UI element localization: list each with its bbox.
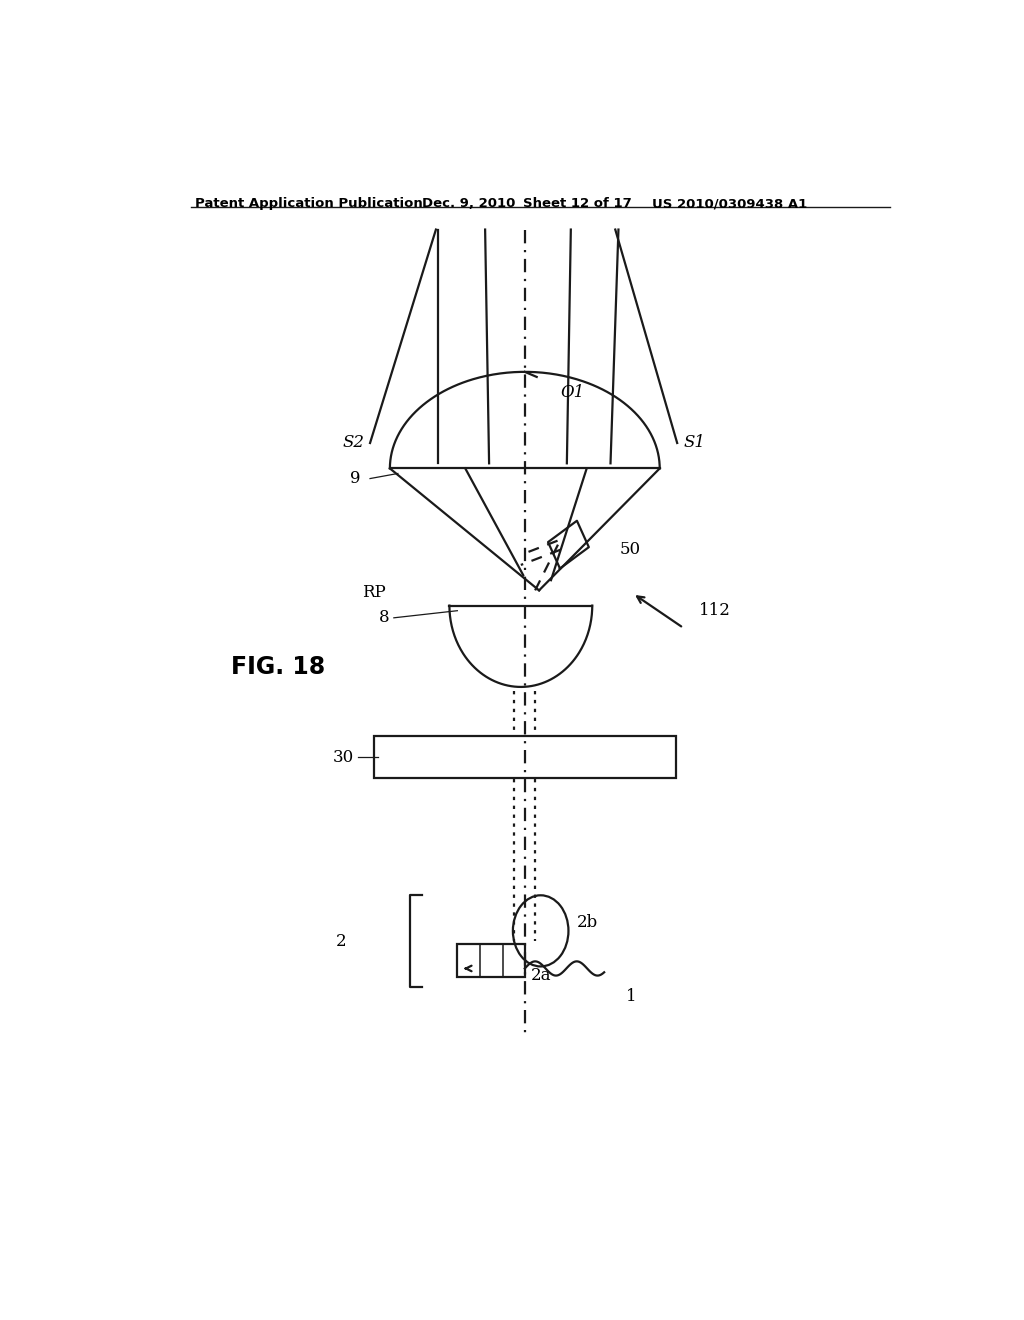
Text: 9: 9 bbox=[350, 470, 360, 487]
Text: 8: 8 bbox=[379, 610, 390, 626]
Text: 2a: 2a bbox=[531, 968, 552, 985]
Bar bbox=[458, 944, 524, 977]
Text: US 2010/0309438 A1: US 2010/0309438 A1 bbox=[652, 197, 807, 210]
Text: 30: 30 bbox=[333, 748, 354, 766]
Text: FIG. 18: FIG. 18 bbox=[231, 655, 326, 678]
Text: S1: S1 bbox=[684, 434, 706, 451]
Text: 2: 2 bbox=[336, 932, 346, 949]
Text: Sheet 12 of 17: Sheet 12 of 17 bbox=[523, 197, 632, 210]
Text: O1: O1 bbox=[560, 384, 585, 401]
Text: 2b: 2b bbox=[577, 915, 598, 931]
Text: Dec. 9, 2010: Dec. 9, 2010 bbox=[422, 197, 515, 210]
Bar bbox=[374, 735, 676, 779]
Text: RP: RP bbox=[362, 583, 386, 601]
Text: 112: 112 bbox=[699, 602, 731, 619]
Text: 50: 50 bbox=[620, 541, 641, 558]
Text: Patent Application Publication: Patent Application Publication bbox=[196, 197, 423, 210]
Text: 1: 1 bbox=[627, 989, 637, 1006]
Text: S2: S2 bbox=[342, 434, 365, 451]
